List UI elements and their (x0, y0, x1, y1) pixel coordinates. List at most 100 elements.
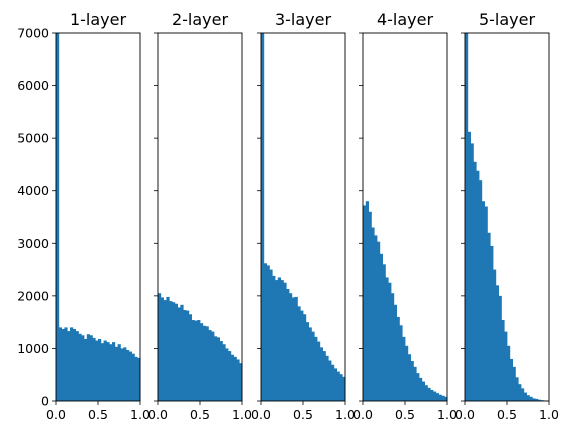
bar (529, 396, 533, 401)
panel-title: 3-layer (275, 10, 332, 29)
bar (236, 359, 240, 401)
bar (174, 303, 178, 401)
bar (169, 301, 173, 401)
bar (188, 314, 192, 401)
bar (114, 346, 118, 401)
bar (512, 366, 516, 401)
bar (368, 211, 372, 401)
bar (487, 232, 491, 401)
bar (410, 361, 414, 401)
bar (266, 265, 270, 401)
x-tick-label: 1.0 (130, 407, 150, 422)
bar (112, 342, 116, 401)
x-tick-label: 1.0 (437, 407, 457, 422)
bar (280, 280, 284, 401)
bar (261, 33, 265, 401)
x-tick-label: 0.5 (497, 407, 517, 422)
bar (470, 143, 474, 401)
bar (194, 320, 198, 401)
bar (317, 341, 321, 401)
bar (479, 180, 483, 401)
bar (396, 316, 400, 401)
bar (521, 388, 525, 401)
bar (263, 263, 267, 401)
bar (128, 351, 132, 401)
y-tick-label: 2000 (17, 288, 49, 303)
bar (473, 161, 477, 401)
y-tick-label: 3000 (17, 236, 49, 251)
bar (137, 357, 141, 401)
bar (413, 366, 417, 401)
bar (507, 345, 511, 401)
bar (272, 275, 276, 401)
bar (371, 227, 375, 401)
bar (177, 307, 181, 401)
bar (283, 282, 287, 401)
bar (402, 336, 406, 401)
x-tick-label: 0.5 (190, 407, 210, 422)
bar (444, 396, 448, 401)
x-tick-label: 0.5 (293, 407, 313, 422)
bar (526, 395, 530, 401)
bar (214, 336, 218, 401)
bar (70, 327, 74, 401)
bar (532, 398, 536, 401)
bar (336, 371, 340, 401)
bar (160, 297, 164, 401)
bar (230, 354, 234, 401)
bar (228, 351, 232, 401)
bar (100, 343, 104, 401)
bar (202, 325, 206, 401)
bar (427, 387, 431, 401)
y-tick-label: 0 (41, 394, 49, 409)
bar (67, 331, 71, 401)
x-tick-label: 1.0 (232, 407, 252, 422)
bar (183, 310, 187, 401)
bar (166, 296, 170, 401)
bar (56, 33, 60, 401)
y-tick-label: 1000 (17, 341, 49, 356)
panel-title: 4-layer (377, 10, 434, 29)
x-tick-label: 0.0 (455, 407, 475, 422)
bar (391, 293, 395, 401)
bar (172, 302, 176, 401)
bar (109, 344, 113, 401)
bar (325, 355, 329, 401)
y-tick-label: 4000 (17, 183, 49, 198)
bar (537, 399, 541, 401)
bar (86, 334, 90, 401)
bar (180, 304, 184, 401)
bar (476, 170, 480, 401)
bar (58, 327, 62, 401)
x-tick-label: 1.0 (335, 407, 355, 422)
bar (225, 348, 229, 401)
bar (363, 205, 367, 401)
bar (297, 306, 301, 401)
x-tick-label: 0.0 (46, 407, 66, 422)
bar (490, 245, 494, 401)
bar (339, 374, 343, 401)
x-tick-label: 0.0 (148, 407, 168, 422)
x-tick-label: 0.5 (395, 407, 415, 422)
bar (495, 285, 499, 401)
bar (419, 377, 423, 401)
bar (222, 344, 226, 401)
bar (120, 348, 124, 401)
bar (239, 363, 243, 401)
panel-title: 2-layer (172, 10, 229, 29)
bar (291, 297, 295, 401)
bar (314, 336, 318, 401)
bar (515, 377, 519, 401)
bar (163, 300, 167, 401)
bar (393, 304, 397, 401)
bar (438, 394, 442, 401)
bar (131, 353, 135, 401)
x-tick-label: 0.0 (353, 407, 373, 422)
bar (311, 331, 315, 401)
bar (286, 289, 290, 401)
bar (219, 341, 223, 401)
bar (467, 131, 471, 401)
bar (84, 338, 88, 401)
x-tick-label: 0.0 (251, 407, 271, 422)
bar (385, 277, 389, 401)
